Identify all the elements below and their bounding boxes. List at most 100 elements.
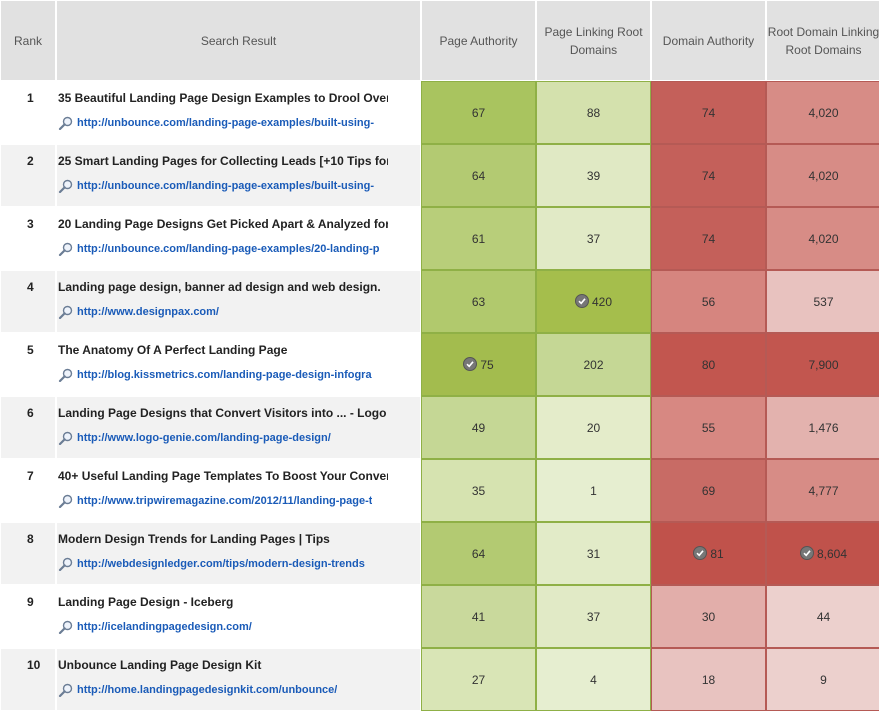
root-domain-linking-root-domains-cell: 44 <box>766 585 879 648</box>
rank-cell: 6 <box>0 396 56 459</box>
search-result-cell: Landing Page Designs that Convert Visito… <box>56 396 421 459</box>
metric-value: 64 <box>471 168 486 183</box>
search-result-cell: Modern Design Trends for Landing Pages |… <box>56 522 421 585</box>
domain-authority-cell: 55 <box>651 396 766 459</box>
metric-value: 27 <box>471 672 486 687</box>
result-title: 25 Smart Landing Pages for Collecting Le… <box>58 154 388 168</box>
search-result-cell: The Anatomy Of A Perfect Landing Page htt… <box>56 333 421 396</box>
metric-value: 7,900 <box>808 357 839 372</box>
result-url-row: http://unbounce.com/landing-page-example… <box>58 116 388 130</box>
rank-cell: 10 <box>0 648 56 711</box>
result-url-link[interactable]: http://webdesignledger.com/tips/modern-d… <box>77 558 365 570</box>
search-result-cell: 20 Landing Page Designs Get Picked Apart… <box>56 207 421 270</box>
metric-value: 35 <box>471 483 486 498</box>
metric-value: 1,476 <box>808 420 839 435</box>
metric-value: 39 <box>586 168 601 183</box>
metric-value: 4,020 <box>808 105 839 120</box>
header-root-domain-linking-root-domains[interactable]: Root Domain Linking Root Domains <box>766 0 879 81</box>
page-linking-root-domains-cell: 37 <box>536 585 651 648</box>
result-url-link[interactable]: http://home.landingpagedesignkit.com/unb… <box>77 684 338 696</box>
magnifier-icon[interactable] <box>58 242 74 256</box>
metric-value: 61 <box>471 231 486 246</box>
metric-value: 80 <box>701 357 716 372</box>
page-authority-cell: 49 <box>421 396 536 459</box>
result-url-row: http://home.landingpagedesignkit.com/unb… <box>58 683 388 697</box>
result-title: The Anatomy Of A Perfect Landing Page <box>58 343 288 357</box>
result-url-row: http://www.tripwiremagazine.com/2012/11/… <box>58 494 388 508</box>
magnifier-icon[interactable] <box>58 683 74 697</box>
metric-value: 74 <box>701 231 716 246</box>
metric-value: 49 <box>471 420 486 435</box>
magnifier-icon[interactable] <box>58 431 74 445</box>
rank-cell: 9 <box>0 585 56 648</box>
page-linking-root-domains-cell: 202 <box>536 333 651 396</box>
result-url-link[interactable]: http://www.logo-genie.com/landing-page-d… <box>77 432 331 444</box>
metric-value: 420 <box>591 295 613 309</box>
magnifier-icon[interactable] <box>58 557 74 571</box>
search-result-cell: 25 Smart Landing Pages for Collecting Le… <box>56 144 421 207</box>
result-url-row: http://unbounce.com/landing-page-example… <box>58 179 388 193</box>
metric-value: 4,777 <box>808 483 839 498</box>
page-authority-cell: 35 <box>421 459 536 522</box>
domain-authority-cell: 81 <box>651 522 766 585</box>
result-url-row: http://unbounce.com/landing-page-example… <box>58 242 388 256</box>
metric-value: 63 <box>471 294 486 309</box>
metric-value: 4,020 <box>808 168 839 183</box>
magnifier-icon[interactable] <box>58 620 74 634</box>
page-linking-root-domains-cell: 420 <box>536 270 651 333</box>
metric-value: 55 <box>701 420 716 435</box>
page-linking-root-domains-cell: 39 <box>536 144 651 207</box>
result-url-link[interactable]: http://unbounce.com/landing-page-example… <box>77 117 374 129</box>
search-result-cell: 35 Beautiful Landing Page Design Example… <box>56 81 421 144</box>
result-url-link[interactable]: http://www.tripwiremagazine.com/2012/11/… <box>77 495 373 507</box>
search-result-cell: Landing page design, banner ad design an… <box>56 270 421 333</box>
result-url-row: http://www.logo-genie.com/landing-page-d… <box>58 431 388 445</box>
metric-value: 88 <box>586 105 601 120</box>
metric-value: 69 <box>701 483 716 498</box>
metric-value: 81 <box>710 547 724 561</box>
metric-value: 8,604 <box>816 547 848 561</box>
result-url-link[interactable]: http://icelandingpagedesign.com/ <box>77 621 252 633</box>
header-page-linking-root-domains[interactable]: Page Linking Root Domains <box>536 0 651 81</box>
rank-cell: 5 <box>0 333 56 396</box>
page-linking-root-domains-cell: 31 <box>536 522 651 585</box>
domain-authority-cell: 80 <box>651 333 766 396</box>
domain-authority-cell: 74 <box>651 81 766 144</box>
page-authority-cell: 63 <box>421 270 536 333</box>
result-url-row: http://webdesignledger.com/tips/modern-d… <box>58 557 388 571</box>
metric-value: 4,020 <box>808 231 839 246</box>
header-page-authority[interactable]: Page Authority <box>421 0 536 81</box>
magnifier-icon[interactable] <box>58 116 74 130</box>
page-authority-cell: 64 <box>421 522 536 585</box>
rank-cell: 4 <box>0 270 56 333</box>
page-authority-cell: 61 <box>421 207 536 270</box>
header-search-result[interactable]: Search Result <box>56 0 421 81</box>
rank-cell: 8 <box>0 522 56 585</box>
magnifier-icon[interactable] <box>58 494 74 508</box>
result-url-link[interactable]: http://blog.kissmetrics.com/landing-page… <box>77 369 372 381</box>
metric-value: 31 <box>586 546 601 561</box>
result-title: Unbounce Landing Page Design Kit <box>58 658 262 672</box>
header-rank[interactable]: Rank <box>0 0 56 81</box>
magnifier-icon[interactable] <box>58 179 74 193</box>
result-url-link[interactable]: http://unbounce.com/landing-page-example… <box>77 180 374 192</box>
rank-cell: 1 <box>0 81 56 144</box>
magnifier-icon[interactable] <box>58 368 74 382</box>
magnifier-icon[interactable] <box>58 305 74 319</box>
result-url-link[interactable]: http://unbounce.com/landing-page-example… <box>77 243 380 255</box>
page-authority-cell: 41 <box>421 585 536 648</box>
table-row: 10 Unbounce Landing Page Design Kit http:/… <box>0 648 879 711</box>
search-result-cell: Landing Page Design - Iceberg http://icel… <box>56 585 421 648</box>
page-linking-root-domains-cell: 37 <box>536 207 651 270</box>
checkmark-icon <box>574 294 589 308</box>
metric-value: 74 <box>701 168 716 183</box>
result-title: 20 Landing Page Designs Get Picked Apart… <box>58 217 388 231</box>
page-authority-cell: 67 <box>421 81 536 144</box>
result-url-link[interactable]: http://www.designpax.com/ <box>77 306 219 318</box>
metric-value: 20 <box>586 420 601 435</box>
result-url-row: http://www.designpax.com/ <box>58 305 388 319</box>
root-domain-linking-root-domains-cell: 4,020 <box>766 81 879 144</box>
domain-authority-cell: 74 <box>651 207 766 270</box>
header-domain-authority[interactable]: Domain Authority <box>651 0 766 81</box>
table-row: 1 35 Beautiful Landing Page Design Exampl… <box>0 81 879 144</box>
